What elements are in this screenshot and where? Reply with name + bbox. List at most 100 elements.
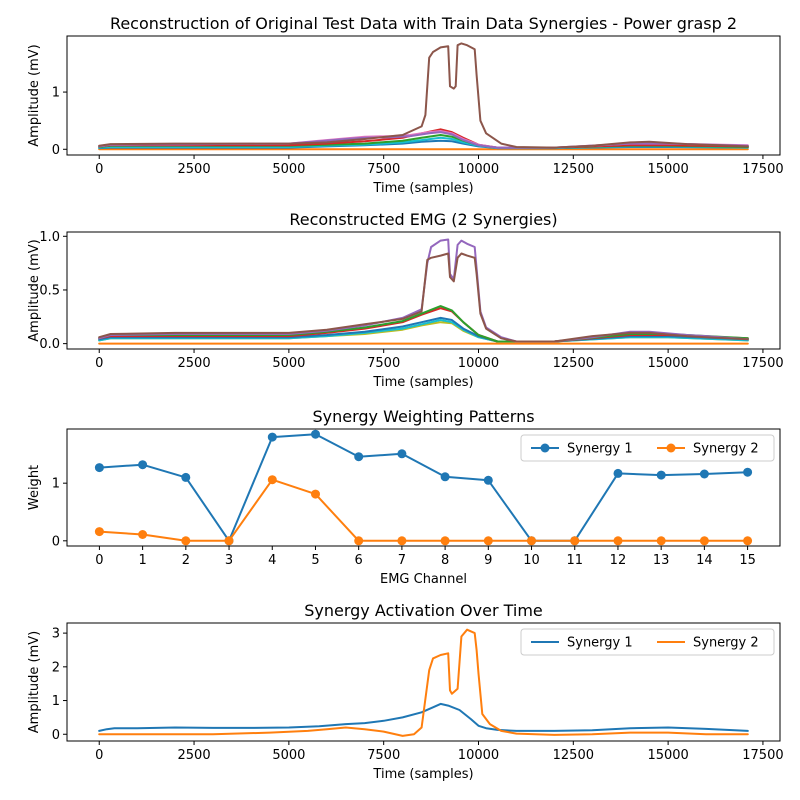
legend-label: Synergy 2 [693, 636, 759, 651]
series-group [98, 628, 749, 737]
x-tick-label: 5000 [272, 356, 305, 371]
y-tick-label: 1 [52, 477, 60, 492]
legend-swatch-marker [540, 443, 550, 453]
x-tick-label: 2 [182, 553, 190, 568]
data-point [743, 467, 753, 477]
x-tick-label: 10000 [458, 162, 499, 177]
chart-title: Synergy Weighting Patterns [312, 407, 534, 426]
x-tick-label: 10000 [458, 748, 499, 763]
data-point [94, 527, 104, 537]
legend: Synergy 1 Synergy 2 [520, 628, 775, 656]
x-axis-label: Time (samples) [372, 767, 473, 782]
series-group [98, 238, 749, 345]
data-point [527, 536, 536, 546]
chart-panel-4: Synergy Activation Over Time 0 2500 5000 750… [27, 601, 784, 782]
x-tick-label: 15000 [647, 356, 688, 371]
data-point [570, 536, 580, 546]
x-tick-label: 0 [95, 356, 103, 371]
data-point [656, 536, 666, 546]
x-tick-label: 5 [311, 553, 319, 568]
x-tick-label: 2500 [178, 162, 211, 177]
plot-frame [66, 428, 781, 547]
x-tick-label: 4 [268, 553, 276, 568]
x-tick-label: 9 [484, 553, 492, 568]
data-point [613, 468, 623, 478]
x-tick-label: 3 [225, 553, 233, 568]
data-point [699, 469, 709, 479]
data-point [138, 460, 148, 470]
series-line-channel-8 [98, 42, 749, 149]
plot-frame [66, 35, 781, 156]
data-point [483, 475, 493, 485]
y-tick-label: 0 [52, 534, 60, 549]
data-point [224, 536, 234, 546]
y-tick-label: 3 [52, 627, 60, 642]
legend: Synergy 1 Synergy 2 [520, 434, 775, 462]
x-tick-label: 17500 [742, 162, 783, 177]
plot-frame [66, 231, 781, 350]
x-tick-label: 11 [566, 553, 583, 568]
series-line-channel-8 [98, 252, 749, 343]
series-line-synergy-1 [98, 433, 749, 542]
chart-title: Synergy Activation Over Time [304, 601, 543, 620]
x-tick-label: 13 [653, 553, 670, 568]
x-tick-label: 5000 [272, 748, 305, 763]
y-tick-label: 2 [52, 660, 60, 675]
chart-panel-1: Reconstruction of Original Test Data wit… [27, 14, 784, 196]
chart-panel-2: Reconstructed EMG (2 Synergies) 0 2500 5000… [27, 210, 784, 390]
data-point [656, 470, 666, 480]
data-point [138, 530, 148, 539]
y-axis-label: Weight [27, 465, 42, 510]
x-tick-label: 12500 [553, 748, 594, 763]
y-axis-label: Amplitude (mV) [27, 631, 42, 733]
y-tick-label: 0 [52, 143, 60, 158]
x-tick-label: 0 [95, 748, 103, 763]
y-tick-label: 1.0 [39, 230, 60, 245]
series-group [98, 42, 749, 151]
x-tick-label: 6 [355, 553, 363, 568]
y-axis-label: Amplitude (mV) [27, 239, 42, 341]
x-tick-label: 15000 [647, 748, 688, 763]
x-tick-label: 12500 [553, 162, 594, 177]
data-point [483, 536, 493, 546]
x-axis-label: Time (samples) [372, 181, 473, 196]
x-axis-label: Time (samples) [372, 375, 473, 390]
chart-title: Reconstruction of Original Test Data wit… [110, 14, 737, 33]
legend-box [520, 628, 775, 656]
data-point [440, 536, 450, 546]
x-tick-label: 12500 [553, 356, 594, 371]
legend-label: Synergy 1 [567, 442, 633, 457]
x-tick-label: 17500 [742, 748, 783, 763]
legend-label: Synergy 1 [567, 636, 633, 651]
x-tick-label: 15 [739, 553, 756, 568]
data-point [440, 472, 450, 482]
series-line-synergy-1 [98, 702, 749, 732]
x-tick-label: 7500 [367, 748, 400, 763]
y-tick-label: 1 [52, 86, 60, 101]
x-tick-label: 2500 [178, 356, 211, 371]
y-tick-label: 0 [52, 728, 60, 743]
x-tick-label: 0 [95, 553, 103, 568]
x-tick-label: 12 [610, 553, 627, 568]
series-group [94, 429, 753, 546]
data-point [699, 536, 709, 546]
data-point [181, 536, 191, 546]
x-tick-label: 7 [398, 553, 406, 568]
data-point [181, 472, 191, 482]
chart-title: Reconstructed EMG (2 Synergies) [289, 210, 557, 229]
x-tick-label: 15000 [647, 162, 688, 177]
x-axis-label: EMG Channel [380, 572, 467, 587]
x-tick-label: 10000 [458, 356, 499, 371]
y-tick-label: 0.0 [39, 337, 60, 352]
data-point [743, 536, 753, 546]
series-line-synergy-2 [98, 478, 749, 542]
data-point [397, 449, 407, 459]
legend-box [520, 434, 775, 462]
x-tick-label: 1 [138, 553, 146, 568]
data-point [311, 429, 320, 439]
series-line-synergy-2 [98, 628, 749, 737]
legend-swatch-marker [666, 443, 676, 453]
x-tick-label: 14 [696, 553, 713, 568]
